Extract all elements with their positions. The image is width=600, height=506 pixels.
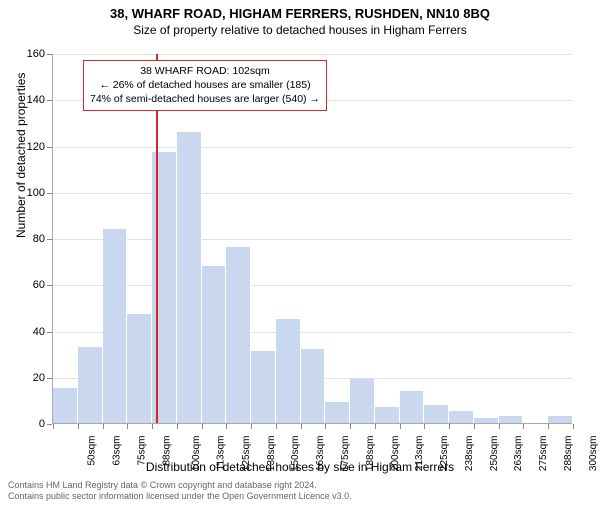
x-tick [152,424,153,429]
x-tick [301,424,302,429]
y-tick [47,285,52,286]
y-tick-label: 140 [27,94,45,106]
y-tick-label: 160 [27,48,45,60]
histogram-bar [400,391,425,423]
histogram-bar [474,418,499,423]
x-tick [424,424,425,429]
histogram-bar [325,402,350,423]
y-tick [47,54,52,55]
y-tick-label: 100 [27,187,45,199]
x-tick [499,424,500,429]
x-tick [78,424,79,429]
histogram-bar [127,314,152,423]
x-tick [202,424,203,429]
histogram-bar [276,319,301,423]
gridline [53,193,572,194]
histogram-bar [375,407,400,423]
histogram-bar [226,247,251,423]
histogram-bar [350,379,375,423]
histogram-bar [78,347,103,423]
y-tick [47,332,52,333]
histogram-bar [103,229,128,423]
annotation-line: ← 26% of detached houses are smaller (18… [90,78,320,92]
footer-line: Contains public sector information licen… [8,491,352,502]
x-tick [474,424,475,429]
y-tick-label: 60 [33,279,45,291]
gridline [53,147,572,148]
histogram-plot: 02040608010012014016050sqm63sqm75sqm88sq… [52,54,572,424]
page-subtitle: Size of property relative to detached ho… [0,23,600,37]
histogram-bar [449,411,474,423]
y-tick-label: 40 [33,326,45,338]
y-tick [47,100,52,101]
x-tick [400,424,401,429]
histogram-bar [53,388,78,423]
histogram-bar [548,416,573,423]
y-tick-label: 120 [27,141,45,153]
gridline [53,54,572,55]
x-tick [127,424,128,429]
annotation-line: 38 WHARF ROAD: 102sqm [90,64,320,78]
x-tick [350,424,351,429]
histogram-bar [177,132,202,423]
x-tick [53,424,54,429]
x-tick [449,424,450,429]
y-tick [47,378,52,379]
x-tick [523,424,524,429]
x-tick [103,424,104,429]
x-tick [548,424,549,429]
footer-line: Contains HM Land Registry data © Crown c… [8,480,352,491]
y-tick [47,424,52,425]
x-tick [177,424,178,429]
y-tick [47,147,52,148]
footer-attribution: Contains HM Land Registry data © Crown c… [8,480,352,502]
y-tick [47,239,52,240]
y-tick-label: 80 [33,233,45,245]
y-tick-label: 0 [39,418,45,430]
x-tick [573,424,574,429]
x-tick [276,424,277,429]
x-tick [226,424,227,429]
y-tick-label: 20 [33,372,45,384]
annotation-line: 74% of semi-detached houses are larger (… [90,92,320,106]
gridline [53,285,572,286]
x-tick [375,424,376,429]
page-title: 38, WHARF ROAD, HIGHAM FERRERS, RUSHDEN,… [0,6,600,21]
annotation-box: 38 WHARF ROAD: 102sqm← 26% of detached h… [83,60,327,111]
histogram-bar [301,349,326,423]
histogram-bar [202,266,227,423]
x-tick [251,424,252,429]
x-axis-label: Distribution of detached houses by size … [0,460,600,474]
x-tick [325,424,326,429]
histogram-bar [499,416,524,423]
y-tick [47,193,52,194]
histogram-bar [424,405,449,424]
histogram-bar [251,351,276,423]
gridline [53,239,572,240]
